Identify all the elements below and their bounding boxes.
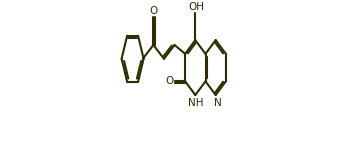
Text: OH: OH	[188, 2, 204, 12]
Text: O: O	[149, 6, 158, 16]
Text: O: O	[165, 76, 173, 86]
Text: NH: NH	[188, 98, 203, 108]
Text: N: N	[214, 98, 222, 108]
